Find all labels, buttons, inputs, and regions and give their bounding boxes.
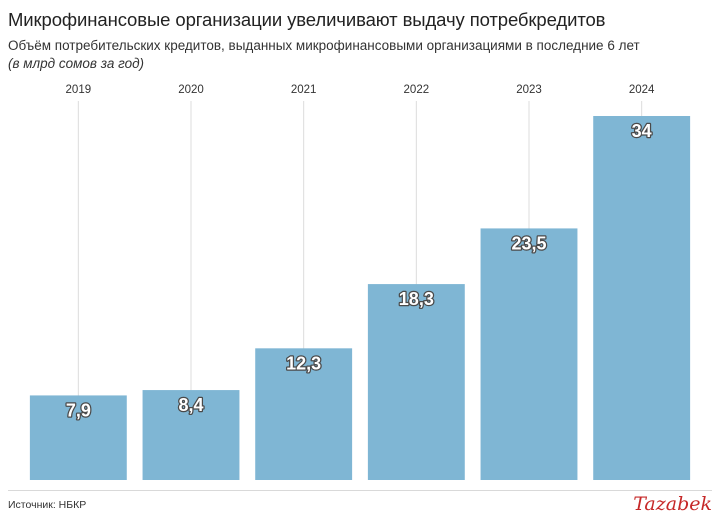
category-label: 2024: [629, 84, 655, 96]
bar: [480, 228, 578, 480]
category-label: 2022: [404, 84, 430, 96]
bar: [593, 116, 691, 480]
bar: [367, 284, 465, 480]
value-label: 12,3: [286, 353, 321, 373]
value-label: 8,4: [178, 395, 203, 415]
bar: [142, 390, 240, 480]
unit-note: (в млрд сомов за год): [8, 56, 145, 71]
value-label: 23,5: [511, 233, 546, 253]
tazabek-logo[interactable]: Tazabek: [633, 493, 712, 515]
footer-divider: [8, 490, 712, 491]
chart-subtitle: Объём потребительских кредитов, выданных…: [8, 38, 640, 53]
bar: [29, 395, 127, 480]
value-label: 7,9: [66, 400, 91, 420]
category-label: 2023: [516, 84, 542, 96]
category-label: 2020: [178, 84, 204, 96]
category-label: 2019: [66, 84, 92, 96]
chart-title: Микрофинансовые организации увеличивают …: [8, 9, 606, 30]
source-note: Источник: НБКР: [8, 499, 87, 511]
value-label: 18,3: [399, 289, 434, 309]
value-label: 34: [632, 121, 652, 141]
category-label: 2021: [291, 84, 317, 96]
bar: [255, 348, 353, 480]
